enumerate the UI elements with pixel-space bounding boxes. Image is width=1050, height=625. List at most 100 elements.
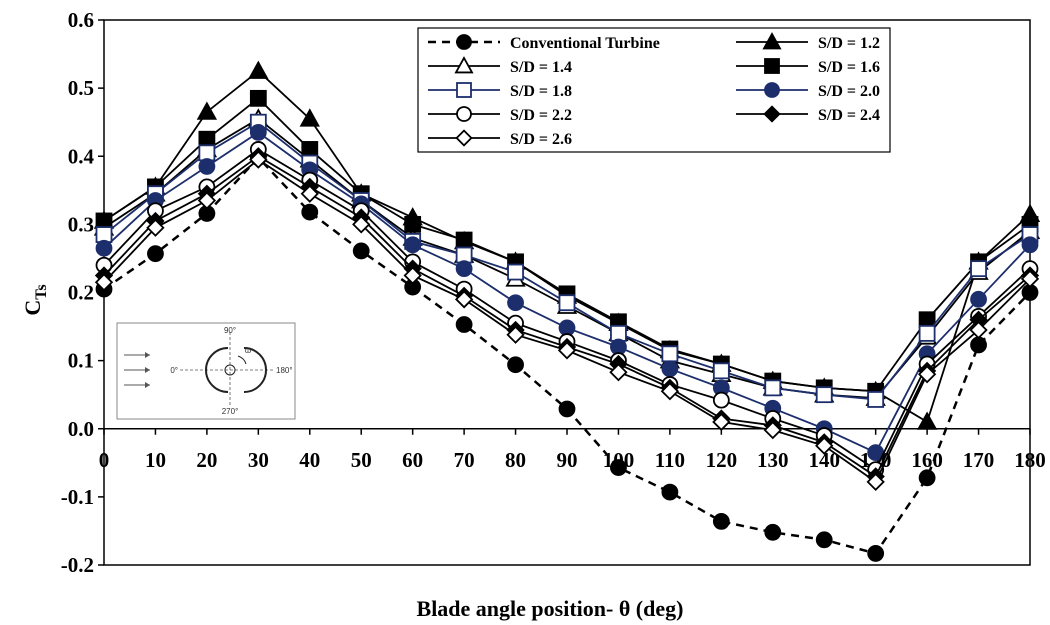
data-point	[1020, 269, 1040, 289]
data-point	[712, 391, 730, 409]
y-tick-label: 0.3	[68, 212, 94, 236]
blade-right	[243, 347, 267, 393]
inset-diagram: 90° 0° 180° 270° ω	[116, 322, 296, 420]
data-point	[916, 411, 938, 430]
legend-item: S/D = 1.8	[428, 82, 572, 100]
legend-swatch-marker	[456, 34, 472, 50]
legend-label: S/D = 1.6	[818, 59, 880, 76]
legend-swatch-marker	[763, 105, 781, 123]
x-tick-label: 170	[963, 448, 995, 472]
rotation-arrow	[237, 355, 247, 365]
data-point	[455, 231, 473, 249]
data-point	[248, 60, 269, 79]
data-point	[918, 469, 936, 487]
legend-label: S/D = 1.2	[818, 35, 880, 52]
data-point	[712, 513, 730, 530]
data-point	[300, 184, 319, 203]
data-point	[764, 523, 782, 541]
data-point	[198, 158, 216, 175]
flow-arrowhead	[145, 352, 150, 358]
data-point	[249, 89, 267, 107]
legend-swatch-marker	[764, 82, 780, 98]
legend-item: S/D = 2.4	[736, 105, 880, 124]
data-point	[146, 218, 165, 237]
data-point	[815, 436, 834, 455]
y-axis-title-sub: Ts	[33, 284, 50, 299]
legend-item: S/D = 1.6	[736, 58, 880, 76]
data-point	[815, 531, 833, 549]
data-point	[352, 242, 370, 260]
data-point	[1021, 236, 1039, 254]
y-tick-label: 0.0	[68, 417, 94, 441]
y-axis-title-main: C	[20, 300, 45, 316]
x-tick-label: 110	[655, 448, 685, 472]
y-tick-label: 0.2	[68, 281, 94, 305]
data-point	[661, 483, 679, 501]
data-point	[197, 191, 217, 210]
data-point	[969, 320, 988, 340]
inset-label-0: 0°	[170, 366, 178, 375]
data-point	[610, 459, 627, 476]
data-point	[918, 324, 936, 342]
data-point	[815, 386, 833, 404]
legend-item: S/D = 2.6	[428, 129, 572, 148]
legend-item: S/D = 1.4	[428, 56, 572, 76]
flow-arrowhead	[145, 382, 150, 388]
data-point	[660, 382, 680, 401]
legend-swatch-marker	[762, 32, 782, 50]
x-tick-label: 90	[557, 448, 578, 472]
x-tick-label: 120	[706, 448, 738, 472]
legend-item: S/D = 2.0	[736, 82, 880, 100]
flow-arrowhead	[145, 367, 150, 373]
data-point	[249, 150, 268, 169]
data-point	[558, 400, 576, 418]
x-tick-label: 30	[248, 448, 269, 472]
y-axis-title: CTs	[20, 284, 50, 315]
data-point	[557, 341, 577, 360]
data-point	[764, 379, 782, 397]
y-tick-label: 0.6	[68, 8, 94, 32]
data-point	[299, 108, 320, 127]
data-point	[970, 260, 987, 278]
data-point	[352, 215, 371, 234]
data-point	[404, 236, 422, 254]
data-point	[301, 203, 319, 221]
y-tick-label: 0.1	[68, 349, 94, 373]
legend-item: S/D = 2.2	[428, 106, 572, 124]
x-tick-label: 50	[351, 448, 372, 472]
x-tick-label: 40	[299, 448, 320, 472]
data-point	[455, 260, 473, 278]
data-point	[867, 391, 885, 408]
data-point	[454, 290, 474, 309]
y-tick-label: 0.4	[68, 144, 95, 168]
series-layer	[93, 60, 1041, 562]
data-point	[507, 263, 524, 281]
x-tick-label: 160	[911, 448, 943, 472]
data-point	[403, 266, 422, 285]
data-point	[917, 365, 937, 384]
data-point	[404, 215, 422, 233]
data-point	[558, 294, 576, 312]
x-tick-label: 80	[505, 448, 526, 472]
y-tick-label: 0.5	[68, 76, 94, 100]
blade-left	[205, 347, 229, 393]
data-point	[507, 294, 524, 312]
data-point	[196, 101, 218, 120]
data-point	[867, 545, 885, 562]
data-point	[609, 363, 628, 382]
series-8	[94, 150, 1040, 492]
legend-swatch-marker	[454, 56, 474, 74]
x-tick-label: 0	[99, 448, 110, 472]
data-point	[763, 420, 782, 440]
series-5	[95, 124, 1039, 461]
data-point	[455, 316, 473, 333]
inset-label-180: 180°	[276, 366, 293, 375]
data-point	[94, 273, 114, 292]
legend: Conventional Turbine S/D = 1.2 S/D = 1.4 S/…	[417, 27, 891, 153]
data-point	[506, 325, 525, 344]
legend-label: S/D = 1.8	[510, 83, 572, 100]
data-point	[147, 245, 164, 263]
legend-item: Conventional Turbine	[428, 34, 660, 52]
series-0	[95, 149, 1039, 562]
